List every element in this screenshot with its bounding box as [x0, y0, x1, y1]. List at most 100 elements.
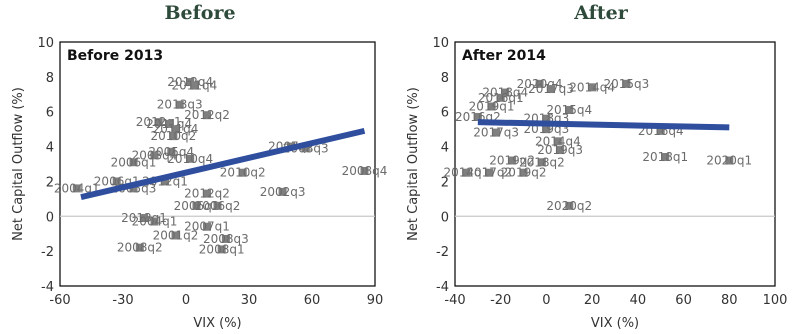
y-tick-label: 10 [432, 36, 449, 51]
data-point [203, 189, 211, 198]
data-point-label: 2004q1 [132, 215, 178, 229]
data-point-label: 2014q4 [569, 80, 615, 94]
y-tick-label: -4 [41, 280, 54, 295]
data-point-label: 2008q4 [342, 164, 388, 178]
y-tick-label: 8 [441, 71, 449, 86]
y-tick-label: 2 [46, 175, 54, 190]
data-point-label: 2006q2 [195, 199, 241, 213]
data-point-label: 2008q3 [203, 232, 249, 246]
data-point [542, 114, 551, 123]
data-point-label: 2015q4 [546, 103, 592, 117]
data-point [519, 168, 528, 177]
x-tick-label: 60 [304, 293, 321, 308]
data-point-label: 2020q1 [706, 154, 752, 168]
data-point [537, 158, 546, 167]
data-point-label: 2011q4 [172, 79, 218, 93]
data-point [565, 105, 574, 114]
data-point [535, 79, 544, 88]
trend-line [80, 127, 366, 201]
data-point [547, 85, 555, 94]
data-point-label: 2013q3 [157, 98, 203, 112]
data-point [140, 214, 148, 223]
data-point [154, 118, 163, 127]
x-tick-label: -20 [490, 293, 511, 308]
data-point-label: 2007q1 [184, 220, 230, 234]
data-point-label: 2012q2 [184, 187, 230, 201]
data-point [217, 245, 226, 254]
data-point-label: 2019q3 [537, 143, 583, 157]
data-point-label: 2011q4 [146, 117, 192, 131]
y-tick-label: -2 [436, 245, 449, 260]
x-tick-label: -40 [444, 293, 465, 308]
data-point [485, 168, 494, 177]
x-axis-label: VIX (%) [193, 316, 241, 331]
chart-title: After [573, 2, 628, 24]
data-point [238, 168, 247, 177]
data-point [588, 83, 597, 92]
x-tick-label: 40 [630, 293, 647, 308]
data-point [192, 201, 201, 210]
x-tick-label: 100 [763, 293, 788, 308]
data-point [661, 153, 670, 162]
data-point [492, 128, 501, 137]
data-point-label: 2019q2 [501, 166, 547, 180]
data-point [150, 151, 159, 160]
data-point [496, 93, 505, 102]
data-point [171, 231, 180, 240]
y-tick-label: 0 [441, 210, 449, 225]
data-point-label: 2017q2 [466, 166, 512, 180]
data-point-label: 2017q3 [528, 82, 574, 96]
data-point [221, 234, 230, 243]
data-point [622, 79, 631, 88]
data-point [175, 100, 184, 109]
data-point-label: 2019q2 [489, 154, 535, 168]
data-point [161, 177, 169, 186]
y-tick-label: 10 [37, 36, 54, 51]
data-point [203, 111, 211, 120]
x-tick-label: 20 [584, 293, 601, 308]
y-tick-label: 2 [441, 175, 449, 190]
chart-title: Before [164, 2, 235, 24]
x-tick-label: 0 [182, 293, 190, 308]
data-point [553, 137, 562, 146]
data-point-label: 2017q3 [473, 126, 519, 140]
data-point-label: 2012q4 [167, 75, 213, 89]
data-point [487, 102, 496, 111]
y-tick-label: 6 [441, 106, 449, 121]
data-point [508, 156, 517, 165]
data-point [360, 166, 369, 175]
y-tick-label: 6 [46, 106, 54, 121]
data-point-label: 2014q1 [444, 166, 490, 180]
trend-line [477, 119, 730, 131]
y-tick-label: 4 [441, 141, 449, 156]
panel-before: Before Before 2013 -4 -2 0 2 4 6 8 10 -60 -30 0 30 60 9… [11, 2, 387, 331]
data-point [725, 156, 734, 165]
data-point [135, 243, 144, 252]
y-axis-label: Net Capital Outflow (%) [11, 87, 26, 241]
y-tick-label: 0 [46, 210, 54, 225]
x-tick-label: -60 [49, 293, 70, 308]
y-tick-label: 8 [46, 71, 54, 86]
data-point-label: 2014q4 [535, 134, 581, 148]
data-point-label: 2015q3 [604, 77, 650, 91]
data-point-label: 2018q4 [482, 86, 528, 100]
data-point-label: 2004q1 [54, 181, 100, 195]
data-point [171, 125, 180, 134]
data-point [213, 201, 222, 210]
x-tick-label: 90 [367, 293, 384, 308]
data-point [169, 132, 178, 141]
data-point-label: 2011q4 [153, 122, 199, 136]
data-point [112, 177, 121, 186]
data-point [462, 168, 471, 177]
data-point-label: 2002q3 [260, 185, 306, 199]
data-point [190, 81, 199, 90]
data-point [565, 201, 574, 210]
data-point [473, 112, 482, 121]
data-point [186, 154, 195, 163]
data-point [186, 78, 195, 87]
data-point [542, 125, 551, 134]
y-tick-label: -4 [436, 280, 449, 295]
data-point-label: 2020q2 [546, 199, 592, 213]
